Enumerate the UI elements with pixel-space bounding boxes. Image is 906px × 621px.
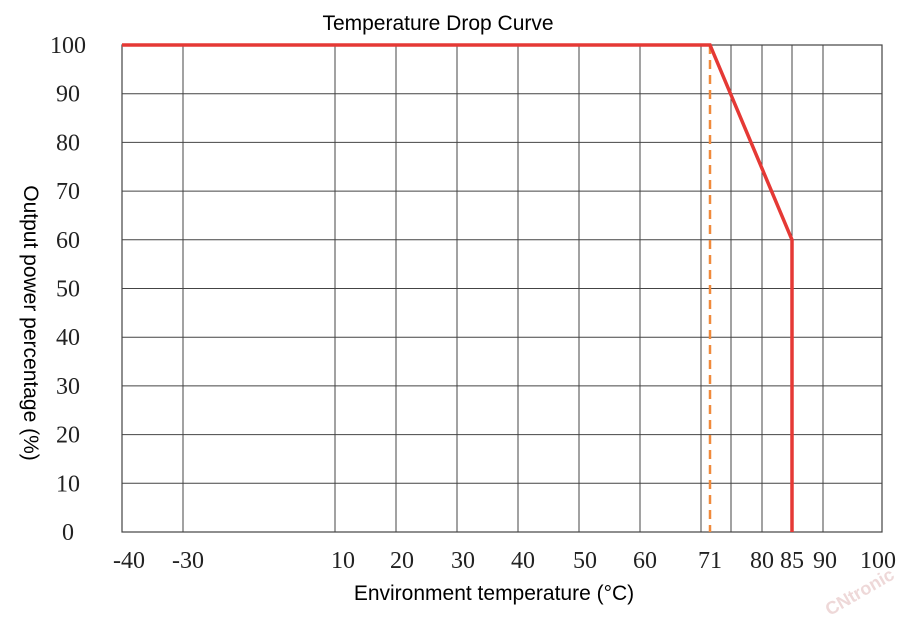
x-tick-label: 50 [573,548,597,574]
series-layer [122,43,794,532]
y-tick-label: 80 [56,130,80,156]
chart-title: Temperature Drop Curve [322,12,553,35]
x-tick-label: 100 [860,548,896,574]
x-tick-label: 90 [813,548,837,574]
x-tick-label: -40 [113,548,145,574]
x-tick-label: 71 [698,548,722,574]
x-tick-label: 80 [750,548,774,574]
y-tick-label: 70 [56,179,80,205]
x-tick-label: 10 [331,548,355,574]
y-tick-label: 30 [56,374,80,400]
y-tick-label: 20 [56,423,80,449]
grid-layer [121,44,883,533]
x-axis-label: Environment temperature (°C) [354,582,634,605]
x-tick-label: 30 [451,548,475,574]
x-tick-label: 60 [633,548,657,574]
x-tick-label: 85 [780,548,804,574]
derating-curve-line [122,43,794,532]
y-tick-label: 50 [56,277,80,303]
x-tick-label: 40 [511,548,535,574]
y-tick-label: 100 [50,33,86,59]
x-tick-label: -30 [172,548,204,574]
x-axis-ticks: -40 -30 10 20 30 40 50 60 71 80 85 90 100 [113,548,896,574]
y-tick-label: 90 [56,82,80,108]
y-axis-label: Output power percentage (%) [19,185,42,460]
y-tick-label: 40 [56,325,80,351]
y-tick-label: 60 [56,228,80,254]
y-tick-label: 10 [56,471,80,497]
x-tick-label: 20 [390,548,414,574]
y-tick-label: 0 [62,520,74,546]
